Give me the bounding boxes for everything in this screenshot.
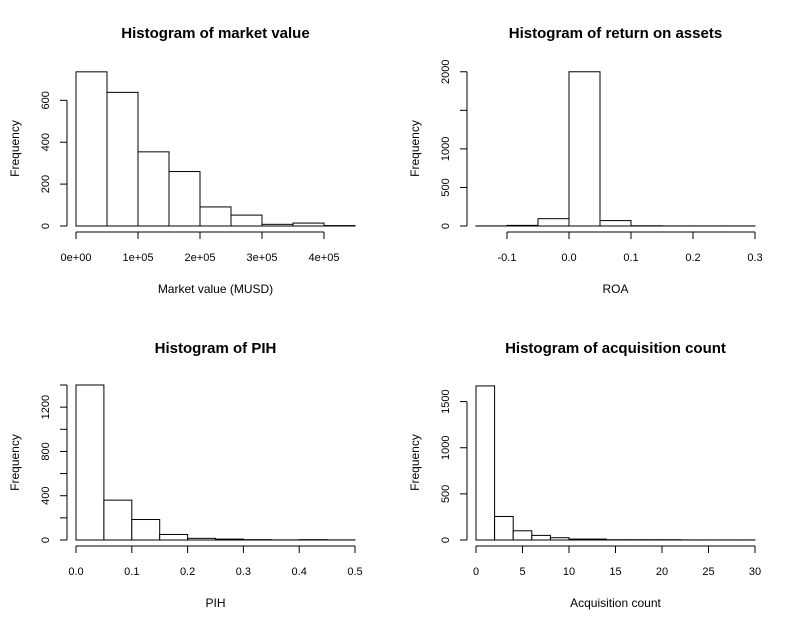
x-tick-label: 10 <box>563 566 575 578</box>
x-axis-label: Acquisition count <box>570 596 661 610</box>
x-tick-label: 0.4 <box>292 566 307 578</box>
histogram-bar <box>75 384 105 541</box>
y-tick-label: 2000 <box>440 60 452 84</box>
x-tick-label: 0.0 <box>561 252 576 264</box>
x-tick-label: 25 <box>702 566 714 578</box>
histogram-bar <box>230 214 263 227</box>
panel-acquisition-count: Histogram of acquisition count 0 5 10 15 20 25… <box>408 340 761 610</box>
histogram-bar <box>103 499 133 541</box>
x-tick-label: 0 <box>473 566 479 578</box>
histogram-bar <box>506 224 539 227</box>
y-tick-label: 800 <box>40 442 52 460</box>
histogram-bar <box>187 537 217 541</box>
x-tick-label: 0.2 <box>180 566 195 578</box>
x-tick-label: 5 <box>519 566 525 578</box>
x-tick-label: 3e+05 <box>247 252 278 264</box>
x-tick-label: 0.1 <box>124 566 139 578</box>
x-tick-label: 0.5 <box>347 566 362 578</box>
histogram-bar <box>199 206 232 227</box>
y-tick-label: 1200 <box>40 395 52 419</box>
histogram-bar <box>292 222 325 227</box>
histogram-bar <box>131 519 161 541</box>
histogram-bar <box>261 223 294 227</box>
y-tick-label: 400 <box>40 487 52 505</box>
x-tick-label: 2e+05 <box>185 252 216 264</box>
y-axis-label: Frequency <box>408 120 422 177</box>
x-tick-label: 0.3 <box>236 566 251 578</box>
x-tick-label: 0.3 <box>747 252 762 264</box>
panel-pih: Histogram of PIH 0.0 0.1 0.2 0.3 0.4 0.5 0 400 80… <box>8 340 362 610</box>
histogram-bar <box>568 71 601 227</box>
x-tick-label: 4e+05 <box>309 252 340 264</box>
y-axis-label: Frequency <box>408 434 422 491</box>
x-axis-label: ROA <box>602 282 628 296</box>
y-tick-label: 500 <box>440 485 452 503</box>
y-axis-label: Frequency <box>8 120 22 177</box>
histogram-bar <box>537 218 570 227</box>
histogram-bar <box>106 91 139 227</box>
y-tick-label: 600 <box>40 91 52 109</box>
x-tick-label: 30 <box>749 566 761 578</box>
y-tick-label: 1000 <box>440 435 452 459</box>
y-tick-label: 500 <box>440 178 452 196</box>
x-tick-label: 0.2 <box>685 252 700 264</box>
y-tick-label: 0 <box>440 537 452 543</box>
y-tick-label: 0 <box>40 223 52 229</box>
x-tick-label: 1e+05 <box>123 252 154 264</box>
histogram-bar <box>599 220 632 227</box>
x-axis-label: PIH <box>205 596 225 610</box>
histogram-bar <box>512 530 533 541</box>
histogram-bar <box>549 537 570 541</box>
x-tick-label: 0.0 <box>68 566 83 578</box>
histogram-bar <box>75 71 108 227</box>
y-axis-label: Frequency <box>8 434 22 491</box>
y-tick-label: 0 <box>440 223 452 229</box>
histogram-bar <box>587 538 607 541</box>
histogram-bar <box>494 515 514 541</box>
histogram-bar <box>168 171 201 227</box>
histogram-bar <box>475 385 496 541</box>
y-tick-label: 400 <box>40 133 52 151</box>
x-tick-label: 15 <box>609 566 621 578</box>
chart-title: Histogram of acquisition count <box>505 340 726 357</box>
y-tick-label: 200 <box>40 175 52 193</box>
x-tick-label: 20 <box>656 566 668 578</box>
panel-return-on-assets: Histogram of return on assets -0.1 0.0 0.1 0… <box>408 25 762 296</box>
x-tick-label: 0.1 <box>623 252 638 264</box>
chart-title: Histogram of return on assets <box>509 25 722 42</box>
histogram-bar <box>568 538 589 541</box>
histogram-bar <box>531 534 551 541</box>
panel-market-value: Histogram of market value 0e+00 1e+05 2e+05… <box>8 25 356 296</box>
x-tick-label: -0.1 <box>498 252 517 264</box>
histogram-bar <box>137 151 170 227</box>
x-axis-label: Market value (MUSD) <box>158 282 273 296</box>
x-tick-label: 0e+00 <box>61 252 92 264</box>
histogram-bar <box>215 538 244 541</box>
histogram-bar <box>159 533 189 541</box>
y-tick-label: 1000 <box>440 137 452 161</box>
y-tick-label: 0 <box>40 537 52 543</box>
y-tick-label: 1500 <box>440 389 452 413</box>
chart-title: Histogram of market value <box>121 25 309 42</box>
chart-title: Histogram of PIH <box>155 340 277 357</box>
